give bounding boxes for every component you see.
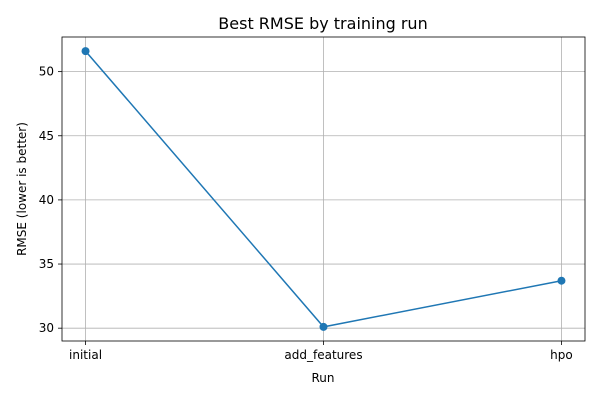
y-axis-label: RMSE (lower is better): [15, 122, 29, 256]
chart-title: Best RMSE by training run: [218, 14, 427, 33]
x-tick-label: add_features: [284, 348, 362, 362]
y-tick-label: 30: [39, 321, 54, 335]
y-tick-label: 45: [39, 129, 54, 143]
x-axis-label: Run: [311, 371, 334, 385]
x-tick-label: hpo: [550, 348, 573, 362]
x-tick-label: initial: [69, 348, 102, 362]
ticks: initial add_features hpo 30 35 40 45 50: [39, 65, 573, 362]
data-point: [319, 322, 328, 331]
y-tick-label: 40: [39, 193, 54, 207]
data-point: [81, 47, 90, 56]
y-tick-label: 50: [39, 65, 54, 79]
data-point: [557, 276, 566, 285]
y-tick-label: 35: [39, 257, 54, 271]
series-group: [81, 47, 566, 331]
